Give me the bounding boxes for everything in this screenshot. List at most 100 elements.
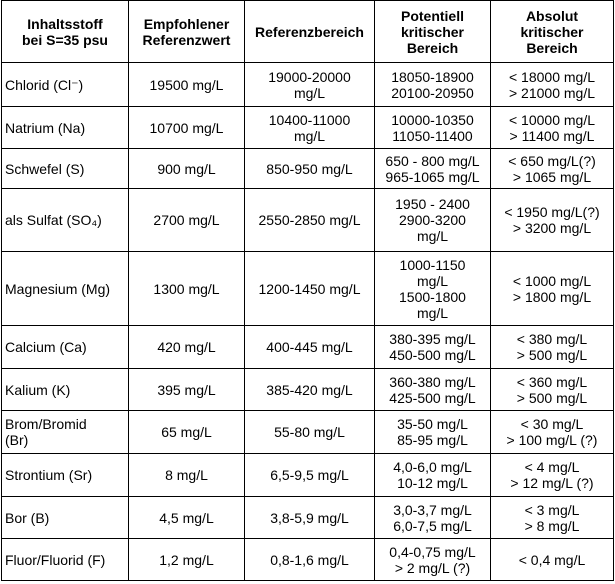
cell-line: Fluor/Fluorid (F): [5, 551, 106, 568]
table-cell: 55-80 mg/L: [244, 410, 375, 454]
cell-line: Empfohlener: [143, 15, 230, 32]
cell-line: mg/L: [416, 272, 449, 289]
cell-line: bei S=35 psu: [22, 31, 108, 48]
table-cell: 1000-1150 mg/L 1500-1800 mg/L: [374, 251, 491, 326]
cell-line: 380-395 mg/L: [389, 331, 476, 347]
table-cell: 420 mg/L: [128, 325, 245, 369]
cell-line: mg/L: [293, 127, 326, 144]
cell-line: Absolut: [525, 7, 579, 24]
cell-line: mg/L: [416, 228, 449, 244]
table-cell: 10400-11000 mg/L: [244, 106, 375, 149]
cell-line: 385-420 mg/L: [266, 381, 353, 398]
cell-line: 0,4-0,75 mg/L: [389, 543, 476, 560]
cell-line: > 21000 mg/L: [508, 84, 595, 101]
cell-line: > 500 mg/L: [516, 347, 588, 363]
table-row: Fluor/Fluorid (F) 1,2 mg/L 0,8-1,6 mg/L 0,4…: [1, 538, 614, 581]
cell-line: < 1000 mg/L: [512, 272, 592, 289]
cell-line: > 1800 mg/L: [512, 288, 592, 305]
cell-line: 10700 mg/L: [149, 119, 224, 136]
table-cell: < 4 mg/L > 12 mg/L (?): [490, 453, 614, 497]
cell-line: 11050-11400: [392, 127, 473, 144]
cell-line: Brom/Bromid: [5, 416, 87, 432]
cell-line: Schwefel (S): [5, 160, 85, 177]
table-cell: 400-445 mg/L: [244, 325, 375, 369]
table-cell: < 0,4 mg/L: [490, 538, 614, 581]
cell-line: Referenzwert: [142, 31, 231, 48]
table-cell: 3,8-5,9 mg/L: [244, 496, 375, 539]
table-cell: Schwefel (S): [1, 148, 129, 189]
table-cell: 35-50 mg/L 85-95 mg/L: [374, 410, 491, 454]
cell-line: Calcium (Ca): [5, 339, 87, 355]
cell-line: Magnesium (Mg): [5, 280, 111, 297]
table-cell: 10700 mg/L: [128, 106, 245, 149]
cell-line: mg/L: [293, 84, 326, 101]
cell-line: Natrium (Na): [5, 119, 86, 136]
table-cell: < 1950 mg/L(?) > 3200 mg/L: [490, 188, 614, 252]
table-cell: 6,5-9,5 mg/L: [244, 453, 375, 497]
cell-line: > 500 mg/L: [516, 389, 588, 406]
cell-line: Bereich: [406, 39, 459, 56]
table-row: Natrium (Na) 10700 mg/L 10400-11000 mg/L 100…: [1, 106, 614, 149]
table-cell: 10000-10350 11050-11400: [374, 106, 491, 149]
table-cell: Fluor/Fluorid (F): [1, 538, 129, 581]
table-cell: Brom/Bromid (Br): [1, 410, 129, 454]
header-cell: Potentiell kritischer Bereich: [374, 0, 491, 63]
table-row: Chlorid (Cl⁻) 19500 mg/L 19000-20000 mg/L 18…: [1, 62, 614, 107]
cell-line: 1,2 mg/L: [159, 551, 214, 568]
cell-line: 650 - 800 mg/L: [385, 152, 480, 169]
cell-line: 2900-3200: [399, 212, 466, 228]
table-cell: 0,4-0,75 mg/L > 2 mg/L (?): [374, 538, 491, 581]
table-row: Kalium (K) 395 mg/L 385-420 mg/L 360-380 mg…: [1, 368, 614, 411]
cell-line: 0,8-1,6 mg/L: [270, 551, 349, 568]
cell-line: Referenzbereich: [255, 23, 364, 40]
cell-line: 4,5 mg/L: [159, 509, 214, 526]
table-cell: 8 mg/L: [128, 453, 245, 497]
cell-line: 1000-1150: [399, 256, 466, 273]
cell-line: 35-50 mg/L: [397, 416, 468, 432]
table-cell: < 10000 mg/L > 11400 mg/L: [490, 106, 614, 149]
cell-line: < 0,4 mg/L: [518, 551, 586, 568]
cell-line: 1200-1450 mg/L: [258, 280, 361, 297]
cell-line: 2550-2850 mg/L: [258, 212, 361, 228]
table-cell: Kalium (K): [1, 368, 129, 411]
table-cell: 4,5 mg/L: [128, 496, 245, 539]
cell-line: < 3 mg/L: [524, 501, 580, 518]
cell-line: kritischer: [400, 23, 465, 40]
cell-line: 3,0-3,7 mg/L: [393, 501, 472, 518]
table-cell: 4,0-6,0 mg/L 10-12 mg/L: [374, 453, 491, 497]
header-cell: Empfohlener Referenzwert: [128, 0, 245, 63]
header-cell: Referenzbereich: [244, 0, 375, 63]
cell-line: Bor (B): [5, 509, 50, 526]
table-cell: Strontium (Sr): [1, 453, 129, 497]
table-cell: Magnesium (Mg): [1, 251, 129, 326]
cell-line: 850-950 mg/L: [266, 160, 353, 177]
header-cell: Absolut kritischer Bereich: [490, 0, 614, 63]
cell-line: 55-80 mg/L: [274, 424, 345, 440]
cell-line: 450-500 mg/L: [389, 347, 476, 363]
cell-line: 1500-1800: [399, 288, 466, 305]
cell-line: 360-380 mg/L: [389, 373, 476, 390]
table-cell: < 30 mg/L > 100 mg/L (?): [490, 410, 614, 454]
cell-line: > 2 mg/L (?): [394, 559, 471, 576]
cell-line: (Br): [5, 432, 29, 448]
table-cell: < 380 mg/L > 500 mg/L: [490, 325, 614, 369]
cell-line: > 11400 mg/L: [509, 127, 595, 144]
table-cell: Calcium (Ca): [1, 325, 129, 369]
table-cell: < 1000 mg/L > 1800 mg/L: [490, 251, 614, 326]
table-cell: Chlorid (Cl⁻): [1, 62, 129, 107]
cell-line: 4,0-6,0 mg/L: [393, 459, 472, 475]
cell-line: Inhaltsstoff: [27, 15, 103, 32]
cell-line: Potentiell: [400, 7, 464, 24]
table-cell: 18050-18900 20100-20950: [374, 62, 491, 107]
table-cell: < 650 mg/L(?) > 1065 mg/L: [490, 148, 614, 189]
table-cell: 2700 mg/L: [128, 188, 245, 252]
cell-line: 395 mg/L: [157, 381, 216, 398]
cell-line: < 1950 mg/L(?): [504, 204, 600, 220]
table-cell: 1300 mg/L: [128, 251, 245, 326]
cell-line: mg/L: [416, 304, 449, 321]
cell-line: < 10000 mg/L: [508, 111, 595, 128]
table-cell: < 3 mg/L > 8 mg/L: [490, 496, 614, 539]
table-row: Magnesium (Mg) 1300 mg/L 1200-1450 mg/L 100…: [1, 251, 614, 326]
cell-line: > 100 mg/L (?): [506, 432, 598, 448]
cell-line: kritischer: [520, 23, 584, 40]
